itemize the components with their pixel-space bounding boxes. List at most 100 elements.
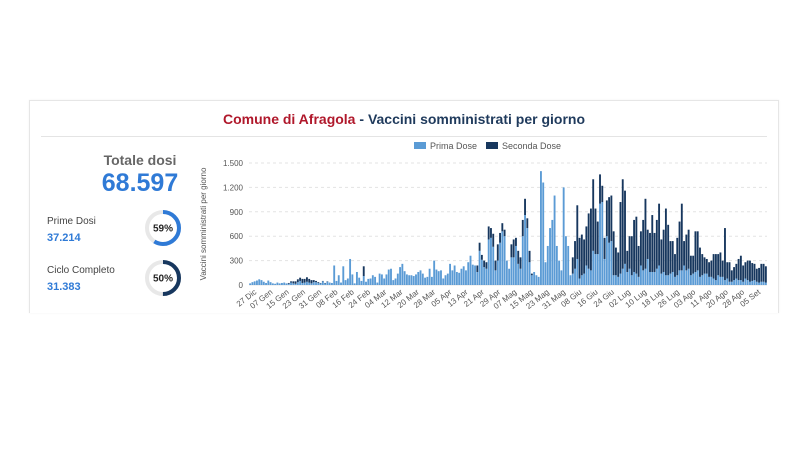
bar-seconda-dose <box>624 190 626 264</box>
bar-prima-dose <box>412 276 415 285</box>
title-divider <box>41 136 767 137</box>
bar-seconda-dose <box>662 229 665 272</box>
bar-prima-dose <box>508 268 511 285</box>
bar-prima-dose <box>462 266 465 285</box>
bar-prima-dose <box>642 270 645 285</box>
bar-seconda-dose <box>728 262 731 282</box>
bar-prima-dose <box>460 268 463 285</box>
bar-prima-dose <box>567 245 570 285</box>
bar-prima-dose <box>637 276 640 285</box>
bar-prima-dose <box>651 271 654 285</box>
bar-prima-dose <box>444 275 447 285</box>
bar-seconda-dose <box>594 208 597 255</box>
bar-prima-dose <box>628 268 631 285</box>
bar-prima-dose <box>340 282 342 285</box>
bar-seconda-dose <box>512 239 515 258</box>
bar-prima-dose <box>501 231 504 285</box>
bar-prima-dose <box>708 276 711 285</box>
bar-seconda-dose <box>635 216 638 274</box>
bar-prima-dose <box>458 272 461 285</box>
bar-seconda-dose <box>608 197 611 243</box>
bar-prima-dose <box>319 283 322 285</box>
bar-seconda-dose <box>308 278 311 283</box>
bar-prima-dose <box>265 282 267 285</box>
bar-prima-dose <box>737 280 740 285</box>
totale-dosi-label: Totale dosi <box>103 152 177 168</box>
bar-prima-dose <box>285 283 288 285</box>
bar-prima-dose <box>658 265 661 285</box>
bar-prima-dose <box>653 271 656 285</box>
bar-prima-dose <box>251 282 254 285</box>
bar-seconda-dose <box>589 208 592 271</box>
bar-seconda-dose <box>742 265 745 282</box>
bar-seconda-dose <box>483 260 486 268</box>
prime-dosi-ring: 59% <box>145 210 181 246</box>
bar-seconda-dose <box>755 268 758 282</box>
bar-prima-dose <box>714 280 717 285</box>
bar-prima-dose <box>603 258 606 285</box>
bar-prima-dose <box>349 258 352 285</box>
bar-prima-dose <box>671 271 674 285</box>
bar-prima-dose <box>705 273 708 285</box>
bar-seconda-dose <box>501 223 504 232</box>
bar-seconda-dose <box>530 273 533 276</box>
totale-dosi-value: 68.597 <box>101 169 179 197</box>
bar-prima-dose <box>387 269 390 285</box>
bar-prima-dose <box>580 275 583 285</box>
bar-prima-dose <box>687 268 690 285</box>
bar-prima-dose <box>510 257 513 285</box>
bar-prima-dose <box>290 282 292 285</box>
bar-prima-dose <box>249 283 252 285</box>
bar-prima-dose <box>685 270 688 285</box>
bar-prima-dose <box>421 273 424 285</box>
bar-prima-dose <box>435 269 438 285</box>
prime-dosi-pct: 59% <box>153 224 173 235</box>
bar-prima-dose <box>478 250 481 285</box>
bar-prima-dose <box>267 280 270 285</box>
bar-prima-dose <box>662 271 665 285</box>
bar-seconda-dose <box>664 208 667 276</box>
bar-prima-dose <box>376 282 379 285</box>
bar-seconda-dose <box>753 263 756 281</box>
bar-prima-dose <box>374 276 377 285</box>
bar-prima-dose <box>601 202 604 285</box>
bar-prima-dose <box>358 277 361 285</box>
legend-seconda-dose: Seconda Dose <box>502 141 561 151</box>
bar-prima-dose <box>278 283 281 285</box>
bar-prima-dose <box>517 263 520 285</box>
bar-seconda-dose <box>653 232 656 272</box>
bar-prima-dose <box>308 282 311 285</box>
bar-prima-dose <box>617 276 620 285</box>
bar-prima-dose <box>749 281 751 285</box>
y-tick-label: 0 <box>239 281 244 290</box>
bar-prima-dose <box>553 195 556 285</box>
bar-prima-dose <box>503 236 506 285</box>
bar-prima-dose <box>633 271 636 285</box>
bar-prima-dose <box>701 275 704 285</box>
bar-prima-dose <box>333 265 336 285</box>
bar-seconda-dose <box>521 219 524 237</box>
bar-prima-dose <box>676 275 679 285</box>
bar-prima-dose <box>694 271 697 285</box>
bar-seconda-dose <box>644 198 647 269</box>
bar-prima-dose <box>540 171 542 285</box>
bar-prima-dose <box>583 273 586 285</box>
bar-prima-dose <box>512 257 515 285</box>
bar-prima-dose <box>526 228 529 285</box>
bar-prima-dose <box>440 270 442 285</box>
bar-seconda-dose <box>649 232 651 272</box>
bar-seconda-dose <box>574 241 576 269</box>
bar-prima-dose <box>330 282 333 285</box>
bar-seconda-dose <box>703 257 706 274</box>
bar-seconda-dose <box>712 254 715 279</box>
bar-seconda-dose <box>619 202 622 274</box>
bar-prima-dose <box>283 282 286 285</box>
bar-prima-dose <box>751 280 754 285</box>
bar-seconda-dose <box>730 270 733 282</box>
bar-prima-dose <box>371 275 374 285</box>
bar-seconda-dose <box>485 262 488 269</box>
bar-prima-dose <box>562 187 565 285</box>
bar-prima-dose <box>301 282 304 285</box>
bar-prima-dose <box>744 278 747 285</box>
bar-prima-dose <box>294 283 297 285</box>
